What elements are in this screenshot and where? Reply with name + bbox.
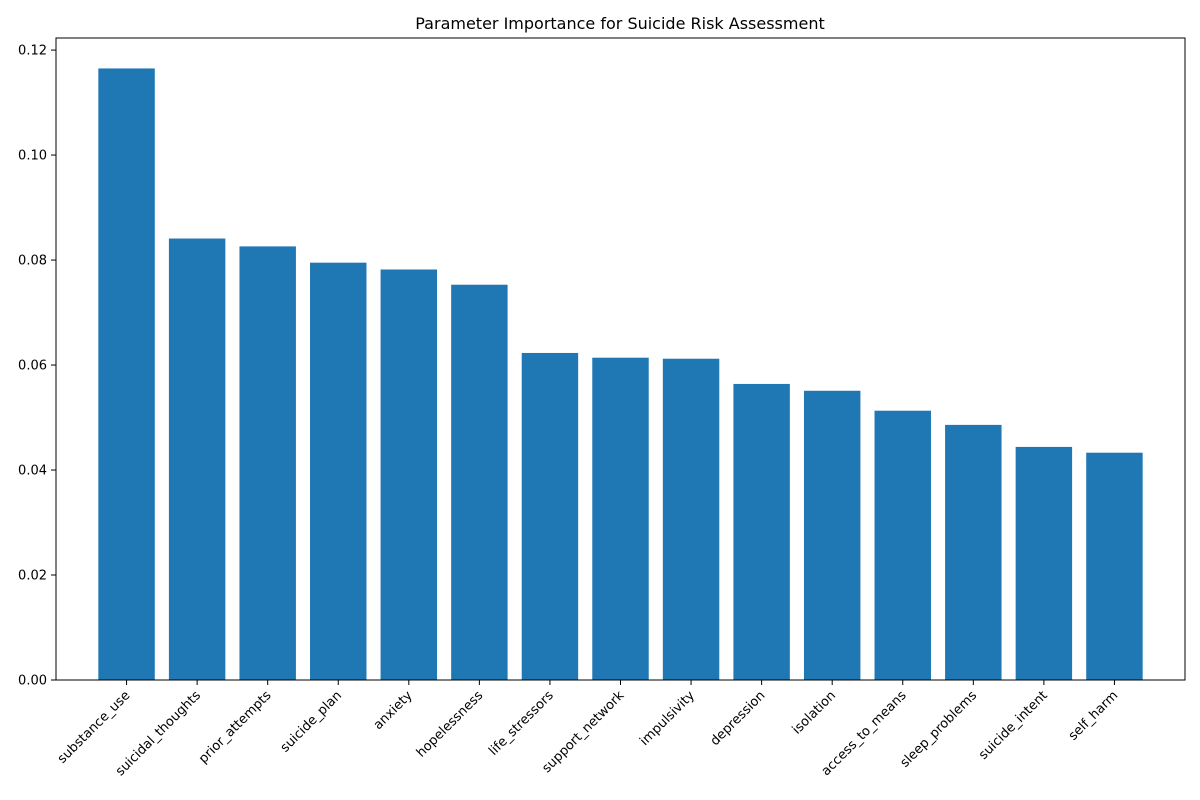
y-tick-label: 0.06 bbox=[18, 359, 47, 374]
x-tick-label: impulsivity bbox=[637, 688, 698, 749]
bar-suicide-plan bbox=[310, 262, 367, 680]
y-tick-label: 0.12 bbox=[18, 44, 47, 59]
bar-hopelessness bbox=[451, 284, 508, 680]
bar-life-stressors bbox=[521, 352, 579, 680]
x-tick-label: suicide_plan bbox=[278, 688, 345, 755]
x-tick-label: anxiety bbox=[371, 688, 416, 733]
x-tick-label: substance_use bbox=[55, 688, 133, 766]
bar-anxiety bbox=[380, 269, 438, 680]
bars-group bbox=[98, 68, 1143, 681]
y-tick-label: 0.04 bbox=[18, 464, 47, 479]
x-tick-label: hopelessness bbox=[414, 688, 487, 761]
y-tick-label: 0.08 bbox=[18, 254, 47, 269]
x-tick-label: isolation bbox=[790, 688, 839, 737]
chart-title: Parameter Importance for Suicide Risk As… bbox=[415, 14, 824, 33]
bar-depression bbox=[733, 383, 790, 680]
y-tick-label: 0.02 bbox=[18, 569, 47, 584]
bar-prior-attempts bbox=[239, 246, 296, 681]
x-axis: substance_usesuicidal_thoughtsprior_atte… bbox=[55, 680, 1121, 779]
bar-impulsivity bbox=[662, 358, 720, 680]
y-tick-label: 0.00 bbox=[18, 674, 47, 689]
y-tick-label: 0.10 bbox=[18, 149, 47, 164]
bar-self-harm bbox=[1086, 452, 1143, 680]
bar-support-network bbox=[592, 357, 649, 680]
x-tick-label: self_harm bbox=[1066, 688, 1121, 743]
x-tick-label: depression bbox=[708, 688, 769, 749]
bar-access-to-means bbox=[874, 410, 931, 680]
x-tick-label: suicide_intent bbox=[976, 688, 1051, 763]
bar-isolation bbox=[803, 390, 861, 680]
bar-substance-use bbox=[98, 68, 155, 681]
plot-frame bbox=[55, 37, 1186, 681]
bar-sleep-problems bbox=[945, 424, 1002, 680]
bar-suicide-intent bbox=[1015, 446, 1073, 680]
x-tick-label: sleep_problems bbox=[898, 688, 981, 771]
x-tick-label: life_stressors bbox=[486, 688, 557, 759]
bar-suicidal-thoughts bbox=[168, 238, 226, 680]
x-tick-label: prior_attempts bbox=[196, 688, 275, 767]
y-axis: 0.00 0.02 0.04 0.06 0.08 0.10 0.12 bbox=[18, 44, 56, 689]
